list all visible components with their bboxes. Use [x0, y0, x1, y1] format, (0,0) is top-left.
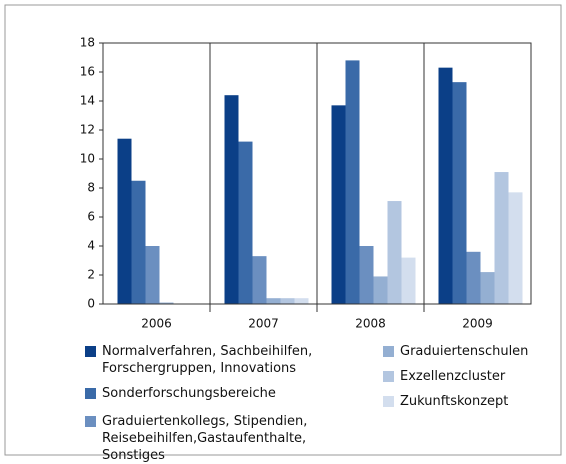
bar — [280, 298, 295, 304]
bar — [252, 256, 267, 304]
legend-label: Zukunftskonzept — [400, 394, 509, 409]
bar — [131, 180, 146, 304]
frame — [4, 4, 562, 456]
legend-item: Zukunftskonzept — [383, 393, 553, 410]
legend-swatch — [85, 346, 96, 357]
legend-swatch — [383, 371, 394, 382]
bar — [359, 246, 374, 304]
legend-label: Graduiertenschulen — [400, 344, 529, 359]
legend-swatch — [85, 416, 96, 427]
legend-item: Graduiertenkollegs, Stipendien, Reisebei… — [85, 413, 370, 464]
y-tick-label: 12 — [80, 123, 95, 137]
x-tick-label: 2006 — [141, 317, 172, 331]
bar — [145, 246, 160, 304]
bar — [294, 298, 309, 304]
bar — [224, 95, 239, 304]
bar — [494, 172, 509, 304]
y-tick-label: 8 — [87, 181, 95, 195]
bar — [401, 257, 416, 304]
y-tick-label: 6 — [87, 210, 95, 224]
y-tick-label: 4 — [87, 239, 95, 253]
y-tick-label: 18 — [80, 36, 95, 50]
legend-label: Sonderforschungsbereiche — [102, 386, 276, 401]
y-tick-label: 16 — [80, 65, 95, 79]
legend-label: Exzellenzcluster — [400, 369, 506, 384]
y-tick-label: 0 — [87, 297, 95, 311]
legend-label: Normalverfahren, Sachbeihilfen, Forscher… — [102, 344, 313, 376]
legend-item: Normalverfahren, Sachbeihilfen, Forscher… — [85, 343, 370, 377]
legend-swatch — [383, 396, 394, 407]
bar — [387, 201, 402, 304]
legend-item: Sonderforschungsbereiche — [85, 385, 370, 402]
bar — [452, 82, 467, 305]
y-tick-label: 10 — [80, 152, 95, 166]
bar — [508, 192, 523, 304]
bar — [331, 105, 346, 304]
legend-swatch — [383, 346, 394, 357]
bar — [373, 276, 388, 304]
bar — [238, 141, 253, 304]
bar — [466, 251, 481, 304]
bar — [159, 302, 174, 304]
y-tick-label: 14 — [80, 94, 95, 108]
x-tick-label: 2009 — [462, 317, 493, 331]
legend-label: Graduiertenkollegs, Stipendien, Reisebei… — [102, 414, 308, 463]
legend-item: Graduiertenschulen — [383, 343, 553, 360]
x-tick-label: 2007 — [248, 317, 279, 331]
plot-frame — [102, 42, 532, 305]
bar — [345, 60, 360, 305]
bar — [480, 272, 495, 304]
x-tick-label: 2008 — [355, 317, 386, 331]
bar — [117, 138, 132, 304]
y-tick-label: 2 — [87, 268, 95, 282]
bar — [438, 67, 453, 305]
legend-swatch — [85, 388, 96, 399]
bar — [266, 298, 281, 304]
legend-item: Exzellenzcluster — [383, 368, 553, 385]
